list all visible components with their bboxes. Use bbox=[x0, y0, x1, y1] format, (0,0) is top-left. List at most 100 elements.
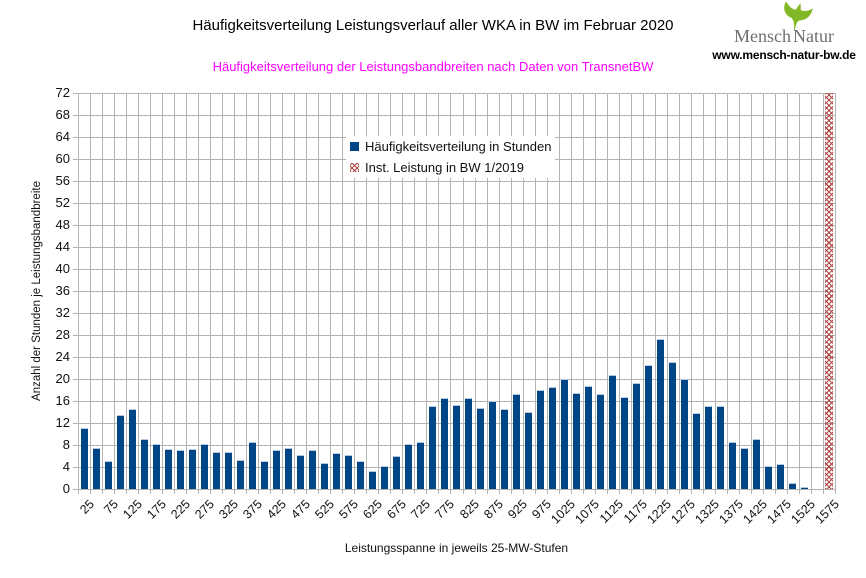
x-tick-label: 225 bbox=[168, 497, 193, 522]
gridline-vertical bbox=[499, 93, 500, 489]
gridline-vertical bbox=[763, 93, 764, 489]
gridline-horizontal bbox=[79, 269, 836, 270]
gridline-vertical bbox=[751, 93, 752, 489]
frequency-bar bbox=[393, 456, 400, 489]
x-axis-tick bbox=[751, 490, 752, 494]
x-axis-tick bbox=[499, 490, 500, 494]
legend-item-installed-capacity: Inst. Leistung in BW 1/2019 bbox=[346, 157, 556, 178]
x-axis-tick bbox=[426, 490, 427, 494]
frequency-bar bbox=[645, 365, 652, 489]
frequency-bar bbox=[657, 339, 664, 489]
gridline-horizontal bbox=[79, 379, 836, 380]
legend-label-installed-capacity: Inst. Leistung in BW 1/2019 bbox=[365, 160, 524, 175]
x-axis-tick bbox=[114, 490, 115, 494]
x-axis-tick bbox=[631, 490, 632, 494]
gridline-vertical bbox=[583, 93, 584, 489]
frequency-bar bbox=[573, 393, 580, 489]
x-tick-label: 775 bbox=[432, 497, 457, 522]
legend-marker-installed-capacity-icon bbox=[350, 163, 359, 172]
legend-marker-frequency-icon bbox=[350, 142, 359, 151]
gridline-vertical bbox=[354, 93, 355, 489]
frequency-bar bbox=[753, 439, 760, 489]
x-tick-label: 575 bbox=[336, 497, 361, 522]
x-axis-tick bbox=[799, 490, 800, 494]
frequency-bar bbox=[729, 442, 736, 489]
x-axis-tick bbox=[150, 490, 151, 494]
x-axis-tick bbox=[354, 490, 355, 494]
gridline-vertical bbox=[414, 93, 415, 489]
frequency-bar bbox=[357, 461, 364, 489]
gridline-vertical bbox=[114, 93, 115, 489]
y-axis-tick bbox=[73, 379, 78, 380]
gridline-vertical bbox=[559, 93, 560, 489]
gridline-vertical bbox=[679, 93, 680, 489]
y-axis-tick bbox=[73, 203, 78, 204]
x-axis-tick bbox=[715, 490, 716, 494]
x-axis-tick bbox=[475, 490, 476, 494]
x-axis-tick bbox=[414, 490, 415, 494]
y-tick-label: 12 bbox=[55, 415, 70, 430]
x-tick-label: 1225 bbox=[644, 497, 674, 527]
gridline-vertical bbox=[715, 93, 716, 489]
gridline-vertical bbox=[198, 93, 199, 489]
y-axis-tick bbox=[73, 159, 78, 160]
gridline-vertical bbox=[727, 93, 728, 489]
brand-natur: Natur bbox=[793, 26, 834, 46]
gridline-vertical bbox=[222, 93, 223, 489]
gridline-vertical bbox=[90, 93, 91, 489]
frequency-bar bbox=[429, 406, 436, 489]
y-tick-label: 48 bbox=[55, 217, 70, 232]
y-tick-label: 20 bbox=[55, 371, 70, 386]
gridline-horizontal bbox=[79, 291, 836, 292]
gridline-vertical bbox=[342, 93, 343, 489]
x-axis-tick bbox=[90, 490, 91, 494]
frequency-bar bbox=[297, 455, 304, 489]
x-axis-tick bbox=[691, 490, 692, 494]
x-tick-label: 1475 bbox=[764, 497, 794, 527]
x-axis-tick bbox=[246, 490, 247, 494]
x-axis-tick bbox=[703, 490, 704, 494]
x-axis-tick bbox=[739, 490, 740, 494]
frequency-bar bbox=[561, 379, 568, 489]
frequency-bar bbox=[105, 461, 112, 489]
x-axis-tick bbox=[198, 490, 199, 494]
x-axis-tick bbox=[679, 490, 680, 494]
x-tick-label: 75 bbox=[101, 497, 121, 517]
gridline-vertical bbox=[775, 93, 776, 489]
frequency-bar bbox=[225, 452, 232, 489]
x-tick-label: 1275 bbox=[668, 497, 698, 527]
y-axis-tick bbox=[73, 291, 78, 292]
x-axis-tick bbox=[607, 490, 608, 494]
gridline-vertical bbox=[631, 93, 632, 489]
x-axis-tick bbox=[523, 490, 524, 494]
frequency-bar bbox=[501, 409, 508, 489]
gridline-vertical bbox=[150, 93, 151, 489]
frequency-bar bbox=[693, 413, 700, 489]
x-axis-tick bbox=[463, 490, 464, 494]
frequency-bar bbox=[789, 483, 796, 489]
frequency-bar bbox=[117, 415, 124, 489]
gridline-vertical bbox=[655, 93, 656, 489]
frequency-bar bbox=[369, 471, 376, 489]
frequency-bar bbox=[669, 362, 676, 489]
x-axis-tick bbox=[138, 490, 139, 494]
x-axis-tick bbox=[571, 490, 572, 494]
x-tick-label: 525 bbox=[312, 497, 337, 522]
x-axis-tick bbox=[270, 490, 271, 494]
gridline-vertical bbox=[823, 93, 824, 489]
gridline-vertical bbox=[619, 93, 620, 489]
y-axis-tick bbox=[73, 357, 78, 358]
gridline-vertical bbox=[378, 93, 379, 489]
gridline-vertical bbox=[703, 93, 704, 489]
gridline-vertical bbox=[390, 93, 391, 489]
frequency-bar bbox=[681, 379, 688, 489]
y-axis-tick bbox=[73, 401, 78, 402]
x-tick-label: 175 bbox=[144, 497, 169, 522]
y-axis-tick bbox=[73, 489, 78, 490]
frequency-bar bbox=[237, 460, 244, 489]
gridline-vertical bbox=[571, 93, 572, 489]
x-axis-tick bbox=[390, 490, 391, 494]
x-axis-tick bbox=[258, 490, 259, 494]
x-axis-tick bbox=[438, 490, 439, 494]
gridline-vertical bbox=[294, 93, 295, 489]
